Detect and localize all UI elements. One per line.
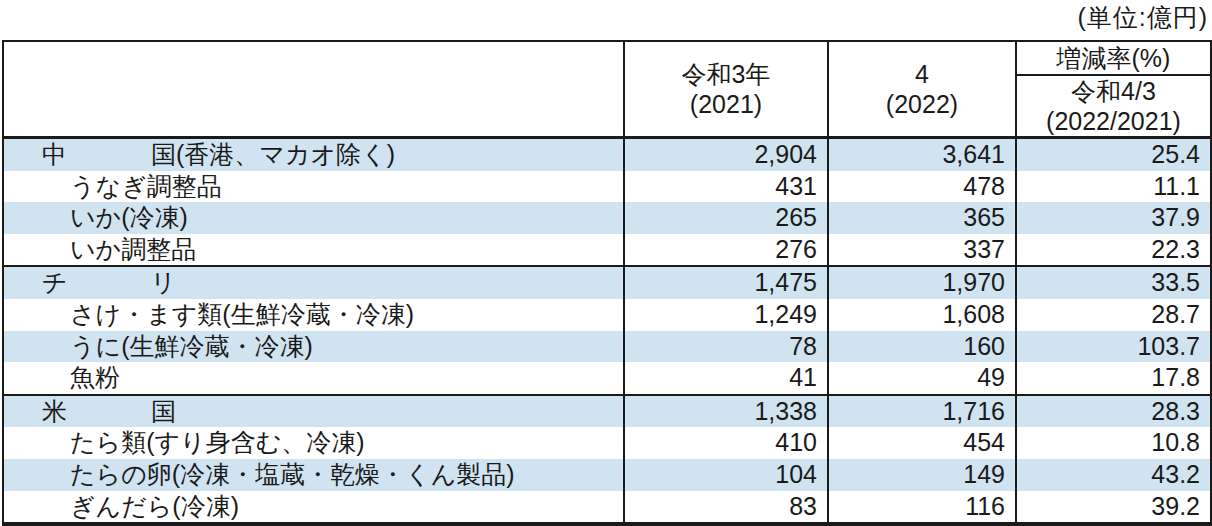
value-2022: 478 bbox=[828, 171, 1016, 203]
table-row-item: たら類(すり身含む、冷凍) 410 454 10.8 bbox=[3, 427, 1211, 459]
row-label: たら類(すり身含む、冷凍) bbox=[3, 427, 624, 459]
item-name: いか調整品 bbox=[70, 235, 196, 263]
row-label: 中国(香港、マカオ除く) bbox=[3, 138, 624, 171]
value-2021: 1,338 bbox=[624, 395, 828, 428]
header-2021: 令和3年 (2021) bbox=[624, 41, 828, 138]
item-name: 魚粉 bbox=[70, 363, 120, 391]
header-rate-period: 令和4/3 (2022/2021) bbox=[1016, 75, 1211, 138]
row-label: 米国 bbox=[3, 395, 624, 428]
value-2022: 365 bbox=[828, 202, 1016, 234]
value-2022: 1,970 bbox=[828, 266, 1016, 299]
value-rate: 43.2 bbox=[1016, 459, 1211, 491]
value-rate: 11.1 bbox=[1016, 171, 1211, 203]
table-header: 令和3年 (2021) 4 (2022) 増減率(%) 令和4/3 (2022/… bbox=[3, 41, 1211, 138]
value-rate: 39.2 bbox=[1016, 491, 1211, 525]
value-2022: 1,608 bbox=[828, 299, 1016, 331]
value-2022: 337 bbox=[828, 234, 1016, 267]
value-2021: 78 bbox=[624, 331, 828, 363]
header-2022-era: 4 bbox=[829, 59, 1015, 89]
row-label: うに(生鮮冷蔵・冷凍) bbox=[3, 331, 624, 363]
value-2022: 1,716 bbox=[828, 395, 1016, 428]
value-rate: 22.3 bbox=[1016, 234, 1211, 267]
row-label: 魚粉 bbox=[3, 362, 624, 395]
row-label: ぎんだら(冷凍) bbox=[3, 491, 624, 525]
value-rate: 28.3 bbox=[1016, 395, 1211, 428]
table-row-item: たらの卵(冷凍・塩蔵・乾燥・くん製品) 104 149 43.2 bbox=[3, 459, 1211, 491]
value-rate: 10.8 bbox=[1016, 427, 1211, 459]
value-rate: 17.8 bbox=[1016, 362, 1211, 395]
table-row-country: チリ 1,475 1,970 33.5 bbox=[3, 266, 1211, 299]
item-name: たら類(すり身含む、冷凍) bbox=[70, 428, 365, 456]
export-value-table: 令和3年 (2021) 4 (2022) 増減率(%) 令和4/3 (2022/… bbox=[2, 40, 1212, 526]
value-2021: 276 bbox=[624, 234, 828, 267]
row-label: いか(冷凍) bbox=[3, 202, 624, 234]
value-rate: 28.7 bbox=[1016, 299, 1211, 331]
value-2021: 265 bbox=[624, 202, 828, 234]
table-row-country: 米国 1,338 1,716 28.3 bbox=[3, 395, 1211, 428]
value-2021: 41 bbox=[624, 362, 828, 395]
header-rate-era: 令和4/3 bbox=[1017, 76, 1210, 106]
value-rate: 37.9 bbox=[1016, 202, 1211, 234]
value-2021: 1,249 bbox=[624, 299, 828, 331]
country-name: 中国 bbox=[42, 139, 176, 171]
row-label: さけ・ます類(生鮮冷蔵・冷凍) bbox=[3, 299, 624, 331]
value-2022: 3,641 bbox=[828, 138, 1016, 171]
item-name: いか(冷凍) bbox=[70, 203, 188, 231]
table-row-item: さけ・ます類(生鮮冷蔵・冷凍) 1,249 1,608 28.7 bbox=[3, 299, 1211, 331]
row-label: いか調整品 bbox=[3, 234, 624, 267]
header-2022: 4 (2022) bbox=[828, 41, 1016, 138]
country-name: チリ bbox=[42, 267, 176, 299]
value-rate: 33.5 bbox=[1016, 266, 1211, 299]
table-row-country: 中国(香港、マカオ除く) 2,904 3,641 25.4 bbox=[3, 138, 1211, 171]
unit-note: (単位:億円) bbox=[1077, 1, 1208, 33]
table-body: 中国(香港、マカオ除く) 2,904 3,641 25.4 うなぎ調整品 431… bbox=[3, 138, 1211, 525]
value-rate: 103.7 bbox=[1016, 331, 1211, 363]
value-2021: 410 bbox=[624, 427, 828, 459]
table-row-item: いか調整品 276 337 22.3 bbox=[3, 234, 1211, 267]
table-row-item: いか(冷凍) 265 365 37.9 bbox=[3, 202, 1211, 234]
header-blank-cell bbox=[3, 41, 624, 138]
table-row-item: ぎんだら(冷凍) 83 116 39.2 bbox=[3, 491, 1211, 525]
header-rate-title: 増減率(%) bbox=[1016, 41, 1211, 75]
value-2022: 454 bbox=[828, 427, 1016, 459]
item-name: うに(生鮮冷蔵・冷凍) bbox=[70, 332, 313, 360]
country-name: 米国 bbox=[42, 396, 176, 428]
header-rate-years: (2022/2021) bbox=[1017, 106, 1210, 136]
row-label: うなぎ調整品 bbox=[3, 171, 624, 203]
table-row-item: うなぎ調整品 431 478 11.1 bbox=[3, 171, 1211, 203]
value-2021: 2,904 bbox=[624, 138, 828, 171]
value-2021: 1,475 bbox=[624, 266, 828, 299]
value-2021: 431 bbox=[624, 171, 828, 203]
value-rate: 25.4 bbox=[1016, 138, 1211, 171]
row-label: たらの卵(冷凍・塩蔵・乾燥・くん製品) bbox=[3, 459, 624, 491]
item-name: たらの卵(冷凍・塩蔵・乾燥・くん製品) bbox=[70, 460, 515, 488]
table-row-item: 魚粉 41 49 17.8 bbox=[3, 362, 1211, 395]
country-qualifier: (香港、マカオ除く) bbox=[176, 140, 395, 168]
item-name: ぎんだら(冷凍) bbox=[70, 492, 239, 520]
table-row-item: うに(生鮮冷蔵・冷凍) 78 160 103.7 bbox=[3, 331, 1211, 363]
header-2022-year: (2022) bbox=[829, 89, 1015, 119]
item-name: うなぎ調整品 bbox=[70, 172, 222, 200]
header-2021-year: (2021) bbox=[625, 89, 827, 119]
header-2021-era: 令和3年 bbox=[625, 59, 827, 89]
row-label: チリ bbox=[3, 266, 624, 299]
item-name: さけ・ます類(生鮮冷蔵・冷凍) bbox=[70, 300, 414, 328]
value-2022: 149 bbox=[828, 459, 1016, 491]
value-2022: 160 bbox=[828, 331, 1016, 363]
value-2022: 116 bbox=[828, 491, 1016, 525]
value-2022: 49 bbox=[828, 362, 1016, 395]
value-2021: 83 bbox=[624, 491, 828, 525]
value-2021: 104 bbox=[624, 459, 828, 491]
